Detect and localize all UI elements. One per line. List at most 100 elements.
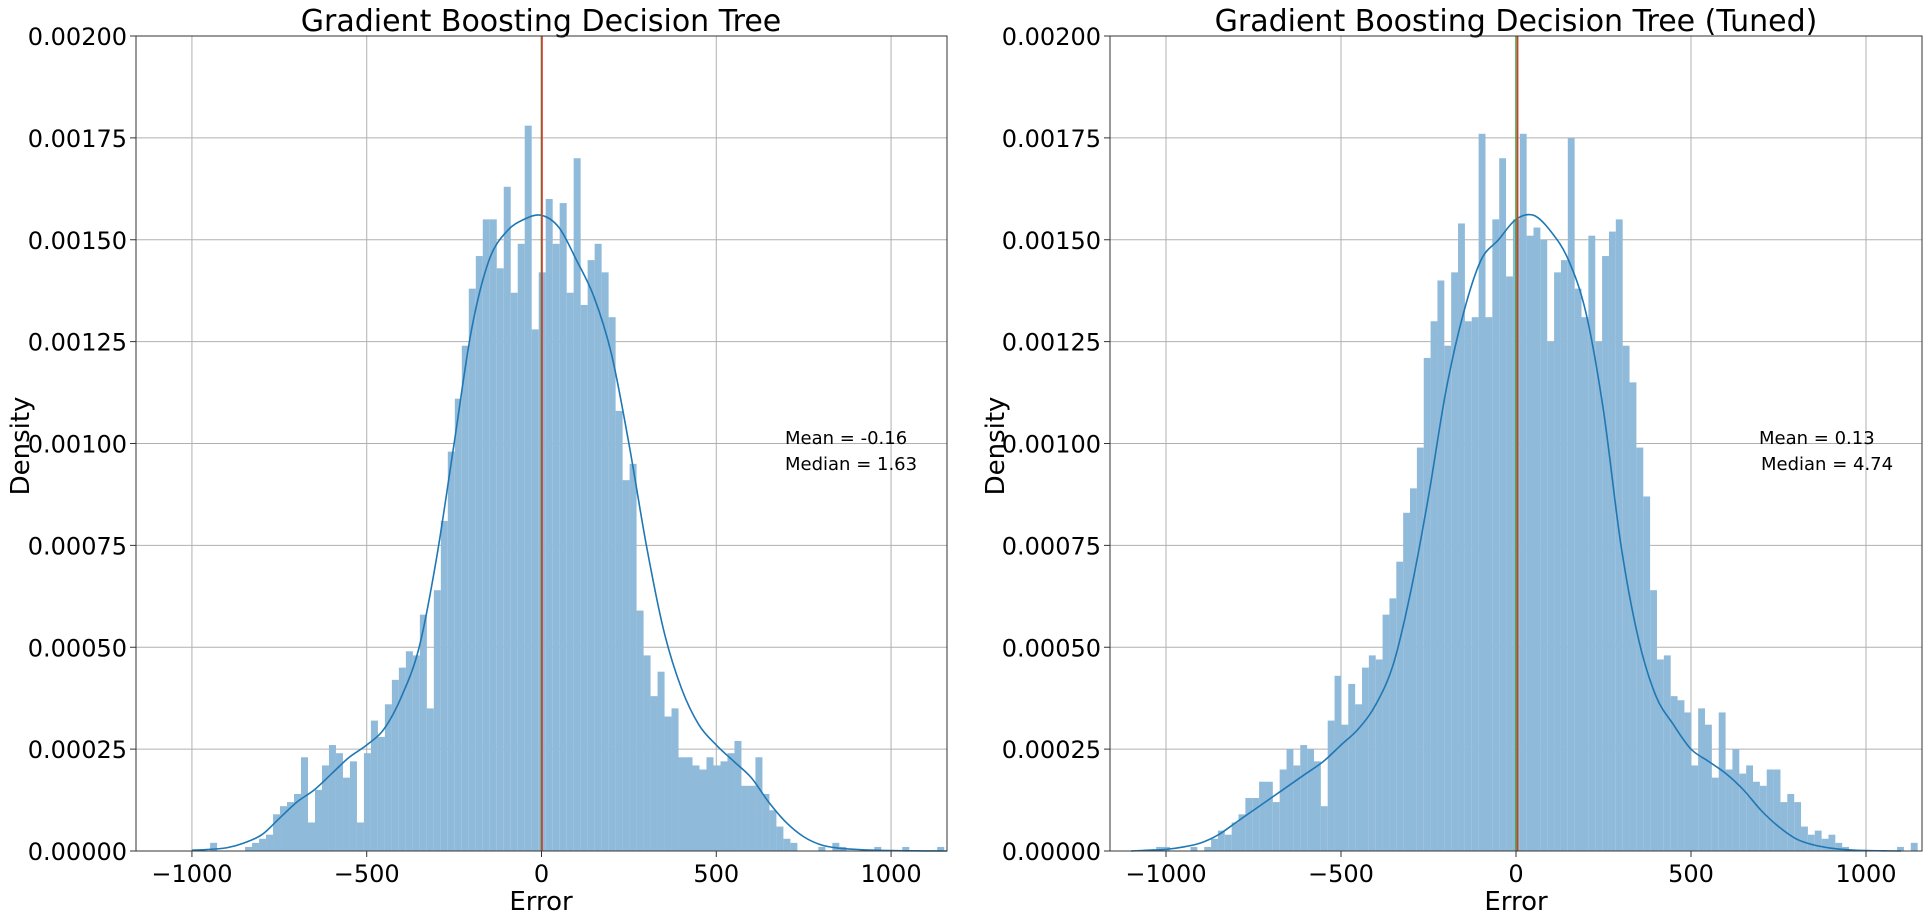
histogram-bar — [776, 826, 784, 851]
histogram-bar — [1300, 745, 1308, 851]
histogram-bar — [1204, 846, 1212, 851]
x-ticks-right: −1000 −500 0 500 1000 — [1125, 851, 1897, 888]
x-axis-label-right: Error — [1484, 887, 1548, 917]
y-tick-label: 0.00075 — [1002, 532, 1101, 560]
y-tick-label: 0.00200 — [28, 23, 127, 51]
histogram-bar — [475, 256, 483, 851]
histogram-bar — [1656, 659, 1664, 851]
histogram-bar — [1252, 798, 1260, 851]
histogram-bar — [1341, 724, 1349, 851]
x-tick-label: 1000 — [861, 860, 922, 888]
histogram-bar — [1753, 781, 1760, 851]
x-tick-label: 500 — [1668, 860, 1714, 888]
histogram-bar — [1259, 781, 1266, 851]
histogram-bar — [370, 720, 378, 851]
histogram-bar — [1581, 317, 1589, 851]
histogram-bar — [1348, 683, 1356, 851]
histogram-bar — [377, 736, 385, 851]
kde-curve-left — [191, 214, 948, 852]
y-tick-label: 0.00100 — [28, 431, 127, 459]
histogram-bar — [1677, 700, 1685, 851]
histogram-bar — [566, 292, 574, 852]
histogram-bar — [496, 268, 504, 851]
histogram-bar — [1533, 227, 1541, 851]
mean-annotation-left: Mean = -0.16 — [785, 428, 907, 449]
y-tick-label: 0.00175 — [1002, 125, 1101, 153]
histogram-bar — [517, 243, 525, 851]
histogram-bar — [1780, 802, 1788, 851]
histogram-bar — [482, 219, 490, 851]
histogram-bar — [1684, 712, 1692, 851]
histogram-bar — [426, 708, 434, 851]
histogram-bar — [559, 203, 567, 851]
median-annotation-right: Median = 4.74 — [1761, 454, 1893, 475]
histogram-bar — [1430, 321, 1438, 851]
histogram-bar — [1410, 488, 1417, 851]
histogram-bar — [706, 757, 714, 851]
histogram-bar — [1307, 749, 1314, 851]
histogram-bar — [1416, 447, 1424, 851]
histogram-bar — [692, 765, 700, 851]
histogram-bar — [461, 345, 469, 851]
histogram-bar — [650, 696, 658, 851]
histogram-bar — [412, 655, 420, 851]
histogram-bar — [1368, 655, 1376, 851]
histogram-bar — [1691, 765, 1699, 851]
histogram-bar — [1313, 761, 1321, 851]
histogram-bar — [1835, 842, 1843, 851]
histogram-bar — [1574, 288, 1582, 851]
histogram-bar — [1766, 769, 1774, 851]
histogram-bar — [1814, 830, 1822, 851]
histogram-bar — [874, 846, 882, 851]
histogram-bar — [1156, 846, 1164, 851]
histogram-bar — [1705, 724, 1712, 851]
histogram-bar — [1588, 235, 1596, 852]
histogram-bar — [748, 785, 756, 851]
x-tick-label: −500 — [1308, 860, 1374, 888]
x-tick-label: 500 — [693, 860, 739, 888]
histogram-bar — [1355, 704, 1362, 851]
histogram-bar — [902, 846, 910, 851]
histogram-bar — [1807, 834, 1815, 851]
histogram-bar — [1801, 826, 1808, 851]
histogram-bar — [1224, 834, 1232, 851]
histogram-bar — [1759, 785, 1767, 851]
histogram-bar — [307, 822, 315, 851]
histogram-bar — [1231, 822, 1239, 851]
histogram-bar — [1451, 272, 1459, 852]
chart-title-right: Gradient Boosting Decision Tree (Tuned) — [1215, 4, 1818, 39]
histogram-bar — [608, 317, 616, 851]
histogram-bar — [1670, 696, 1678, 851]
histogram-bar — [363, 753, 371, 851]
histogram-bar — [273, 814, 281, 851]
y-tick-label: 0.00150 — [1002, 227, 1101, 255]
histogram-bar — [1595, 341, 1603, 851]
histogram-bar — [1458, 223, 1465, 851]
histogram-bar — [769, 810, 777, 851]
x-tick-label: 0 — [1508, 860, 1523, 888]
y-tick-label: 0.00025 — [28, 736, 127, 764]
histogram-bar — [510, 292, 518, 852]
histogram-bar — [1362, 667, 1369, 851]
histogram-bar — [615, 410, 623, 851]
histogram-bar — [1238, 814, 1246, 851]
histogram-bar — [468, 288, 476, 851]
histogram-bar — [252, 842, 260, 851]
histogram-bar — [1739, 773, 1747, 851]
histogram-bar — [713, 765, 721, 851]
histogram-bar — [1711, 777, 1719, 851]
histogram-bar — [1540, 239, 1548, 851]
histogram-bar — [335, 753, 343, 851]
histogram-bar — [1773, 769, 1781, 851]
histogram-bar — [398, 667, 406, 851]
histogram-bar — [1211, 838, 1218, 851]
histogram-bar — [727, 753, 735, 851]
histogram-bar — [1622, 345, 1630, 851]
histogram-bar — [1526, 235, 1534, 852]
histogram-bar — [1478, 133, 1486, 852]
histogram-bar — [1725, 769, 1733, 851]
histogram-bar — [818, 846, 826, 851]
subplot-right: Gradient Boosting Decision Tree (Tuned) … — [981, 4, 1923, 917]
histogram-bar — [210, 842, 218, 851]
x-tick-label: 0 — [534, 860, 549, 888]
